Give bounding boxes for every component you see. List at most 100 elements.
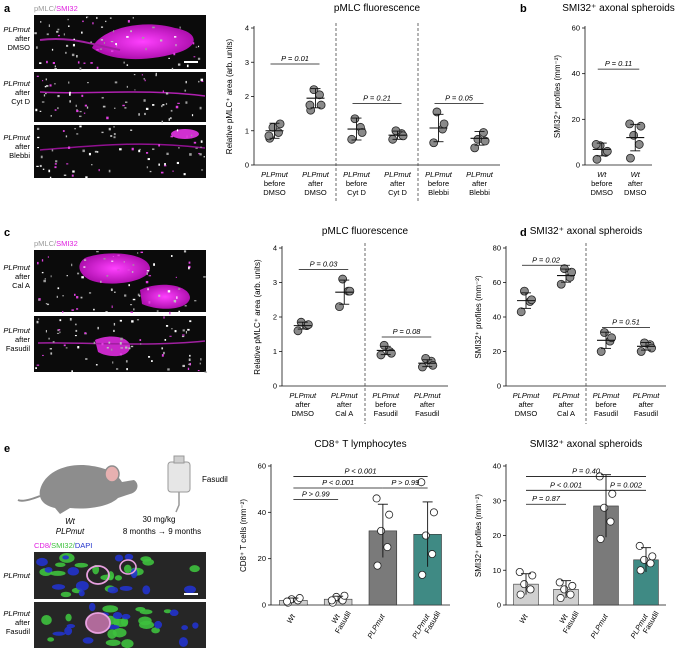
speckle	[74, 293, 76, 296]
speckle	[181, 335, 185, 338]
speckle	[134, 89, 136, 91]
speckle	[119, 353, 122, 356]
speckle	[124, 107, 127, 109]
category-label: Wt	[597, 170, 607, 179]
speckle	[41, 259, 44, 262]
dapi-nucleus	[75, 580, 89, 591]
row-label-line: PLPmut	[3, 79, 31, 88]
category-label: PLPmut	[384, 170, 412, 179]
micrograph-e-legend: CD8/SMI32/DAPI	[34, 541, 92, 550]
speckle	[36, 75, 39, 77]
speckle	[85, 176, 88, 179]
category-label: after	[558, 400, 574, 409]
speckle	[152, 148, 155, 151]
data-point	[429, 508, 438, 517]
speckle	[36, 165, 39, 167]
schematic-timeline: 8 months → 9 months	[123, 527, 201, 536]
speckle	[188, 266, 190, 270]
p-value-label: P = 0.11	[605, 59, 632, 68]
speckle	[117, 254, 120, 257]
speckle	[173, 52, 176, 56]
data-point	[591, 140, 601, 149]
chart-d: SMI32⁺ axonal spheroids 0 20 40 60 80 SMI32⁺ p…	[474, 226, 666, 424]
speckle	[74, 323, 77, 326]
data-point	[347, 134, 357, 144]
smi32-cell	[142, 558, 155, 566]
speckle	[197, 57, 201, 60]
speckle	[96, 250, 99, 253]
category-label: before	[595, 400, 616, 409]
speckle	[199, 362, 201, 365]
speckle	[45, 329, 47, 333]
speckle	[45, 303, 48, 305]
speckle	[36, 364, 40, 366]
speckle	[78, 115, 82, 118]
micrograph-group-e: CD8/SMI32/DAPI PLPmut PLPmut after Fasudil	[3, 541, 206, 649]
speckle	[173, 36, 177, 38]
category-label: before	[264, 179, 285, 188]
speckle	[51, 149, 54, 152]
speckle	[110, 41, 114, 43]
speckle	[87, 82, 89, 84]
schematic-genotype-wt: Wt	[65, 517, 76, 526]
speckle	[167, 368, 170, 371]
speckle	[140, 251, 144, 254]
speckle	[46, 33, 49, 36]
y-tick-label: 0	[245, 161, 249, 170]
category-label: Fasudil	[594, 409, 619, 418]
mouse-ear-icon	[104, 465, 120, 483]
category-label: Fasudil	[634, 409, 659, 418]
category-label: WtFasudil	[326, 605, 353, 635]
speckle	[149, 170, 152, 173]
speckle	[67, 146, 71, 149]
chart-title: pMLC fluorescence	[334, 3, 421, 14]
speckle	[123, 61, 125, 64]
category-label: before	[428, 179, 449, 188]
speckle	[160, 171, 164, 174]
y-axis-label: SMI32⁺ profiles (mm⁻²)	[474, 494, 483, 577]
speckle	[67, 18, 69, 21]
speckle	[116, 45, 118, 47]
speckle	[173, 299, 177, 303]
speckle	[171, 328, 173, 330]
speckle	[170, 135, 174, 138]
cd8-cell	[119, 559, 137, 575]
speckle	[82, 20, 84, 23]
speckle	[47, 256, 49, 258]
speckle	[46, 85, 49, 87]
category-label: before	[375, 400, 396, 409]
data-point	[516, 307, 526, 317]
speckle	[68, 25, 70, 27]
data-point	[340, 591, 349, 600]
speckle	[166, 152, 169, 156]
speckle	[74, 334, 77, 337]
speckle	[40, 21, 42, 23]
speckle	[97, 151, 99, 153]
chart-b: SMI32⁺ axonal spheroids 0 20 40 60 SMI32⁺ pro…	[553, 3, 675, 197]
category-label: after	[420, 400, 436, 409]
speckle	[69, 100, 72, 103]
dapi-nucleus	[112, 611, 123, 620]
speckle	[63, 33, 65, 36]
speckle	[141, 74, 143, 76]
y-tick-label: 40	[258, 508, 266, 517]
speckle	[171, 67, 174, 70]
chart-a: pMLC fluorescence 0 1 2 3 4 Relative pMLC⁺ are…	[225, 3, 500, 203]
speckle	[113, 126, 115, 128]
data-point	[556, 279, 566, 289]
p-value-label: P = 0.002	[610, 480, 643, 489]
category-label: Cal A	[335, 409, 353, 418]
data-point	[636, 347, 646, 356]
speckle	[51, 48, 54, 51]
row-label-line: after	[15, 272, 31, 281]
speckle	[137, 293, 140, 296]
speckle	[108, 127, 111, 131]
speckle	[175, 276, 177, 278]
speckle	[69, 91, 71, 94]
category-label: DMSO	[304, 188, 327, 197]
speckle	[145, 152, 149, 154]
legend-pmlc: pMLC/	[34, 239, 57, 248]
category-label: PLPmut	[633, 391, 661, 400]
data-point	[373, 561, 382, 570]
speckle	[185, 330, 187, 334]
